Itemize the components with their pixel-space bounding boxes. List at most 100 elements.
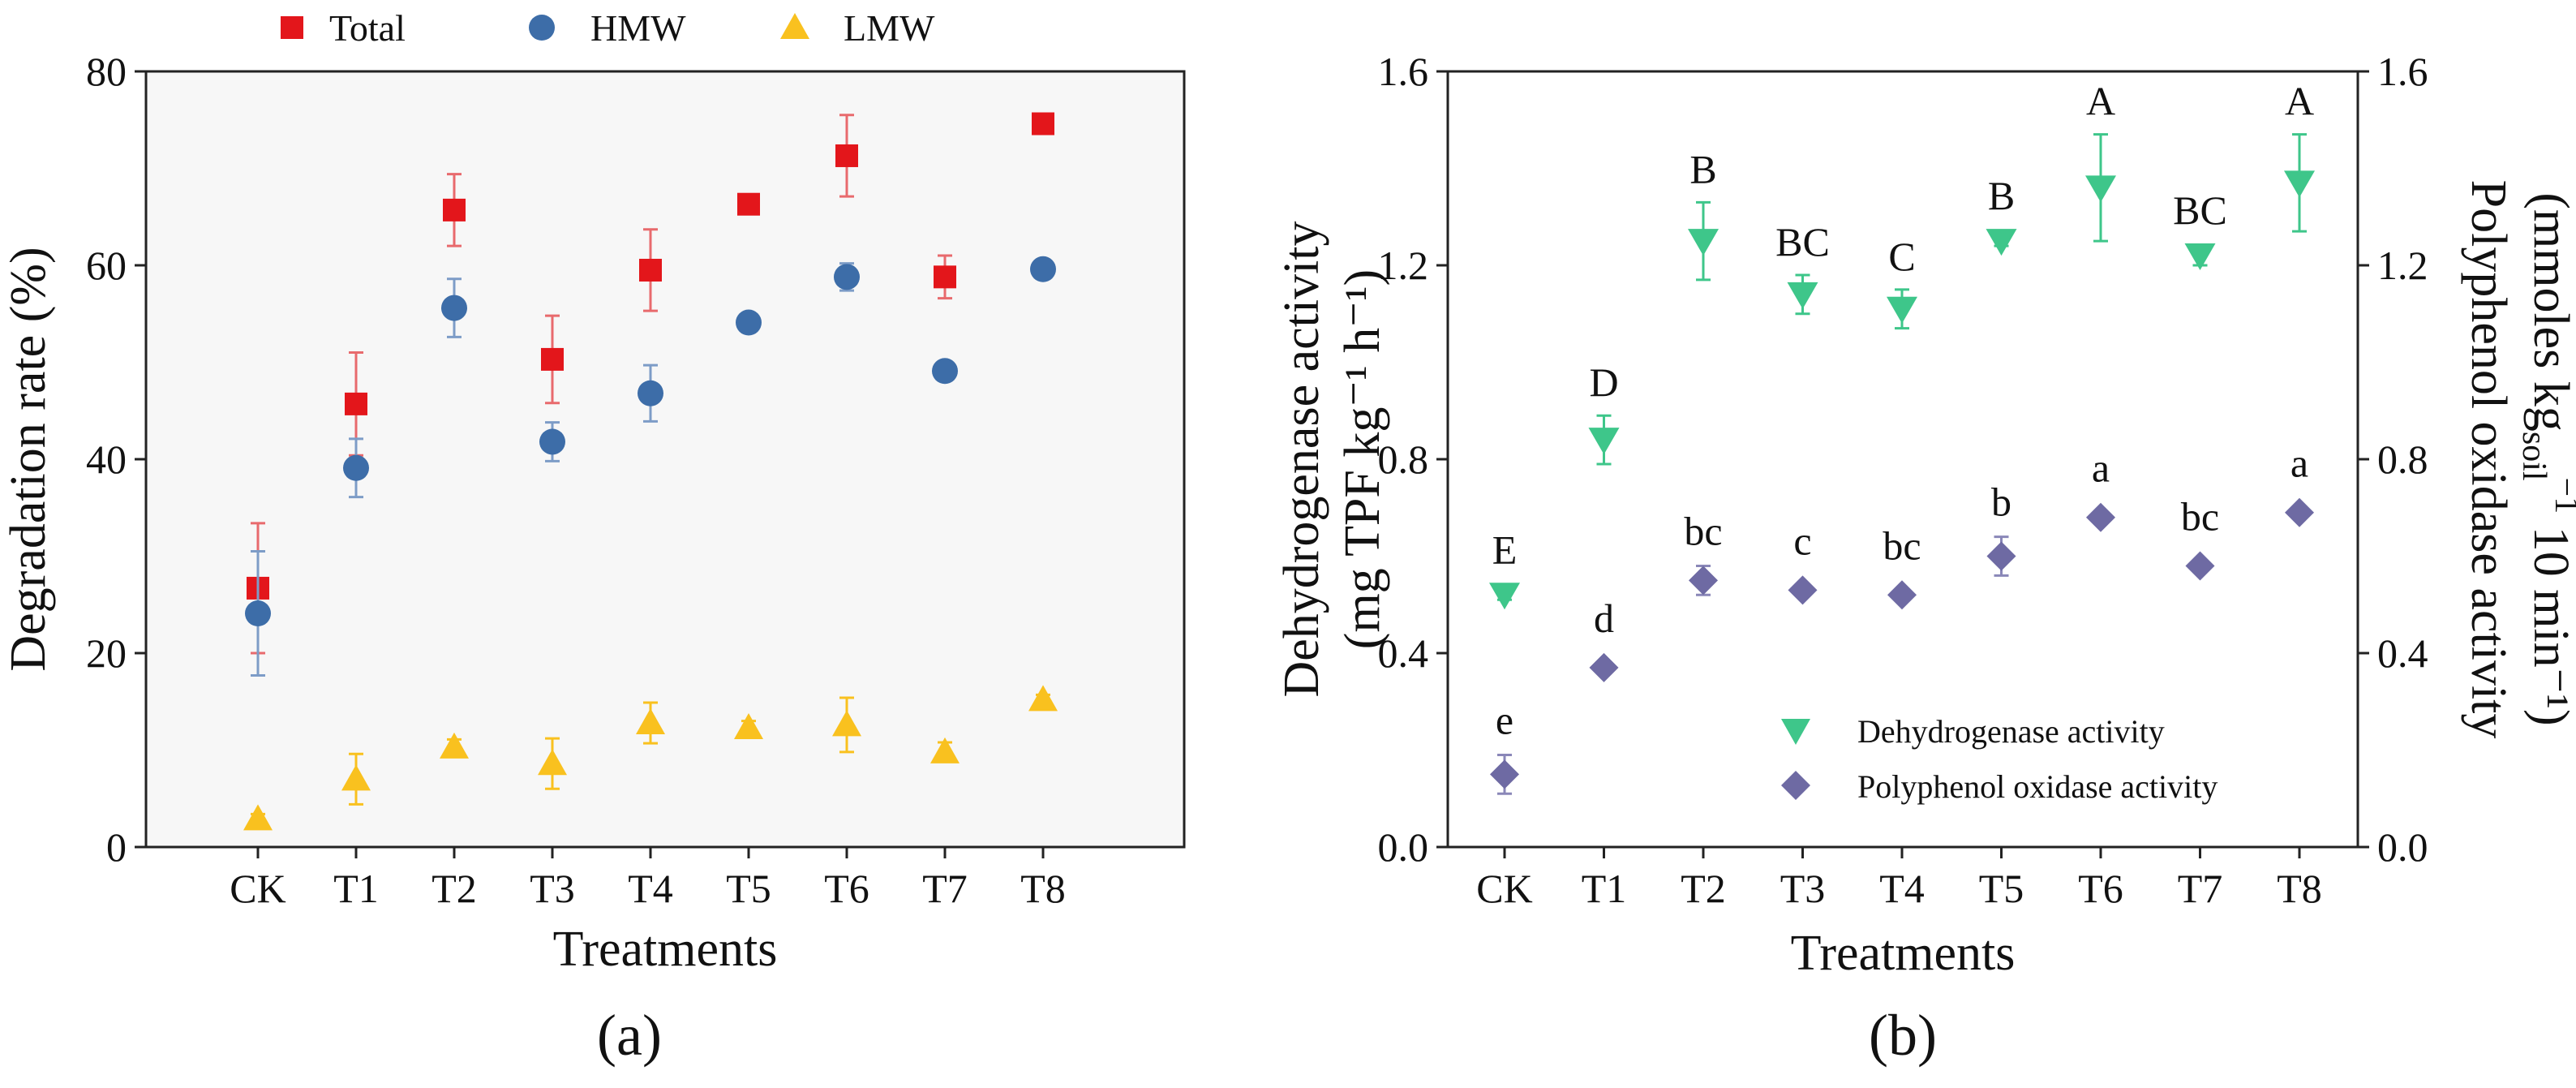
- panel-b-right-y-axis-title-line1: Polyphenol oxidase activity: [2461, 180, 2516, 739]
- panel-a-x-tick-label: T2: [431, 866, 477, 911]
- panel-b-x-axis-ticks: CK T1 T2 T3 T4 T5 T6 T7 T8: [1476, 847, 2322, 911]
- legend-dehydrogenase-label: Dehydrogenase activity: [1857, 713, 2165, 750]
- lmw-point: [930, 737, 960, 763]
- legend-item-total: Total: [281, 7, 406, 49]
- lmw-point: [832, 710, 861, 737]
- legend-dehydrogenase-triangle-marker: [1781, 719, 1810, 745]
- panel-b-left-y-tick-label: 1.2: [1378, 243, 1429, 288]
- panel-b-legend: Dehydrogenase activity Polyphenol oxidas…: [1781, 713, 2218, 805]
- hmw-point: [343, 454, 369, 481]
- series-polyphenol-oxidase-activity: e d bc c bc b a bc a: [1490, 441, 2314, 795]
- dehydrogenase-point: [1986, 229, 2017, 256]
- panel-b-right-y-tick-label: 0.8: [2377, 436, 2428, 482]
- legend-item-hmw: HMW: [529, 7, 686, 49]
- total-point: [639, 258, 662, 282]
- hmw-point: [834, 264, 860, 290]
- dehydrogenase-significance-label: A: [2086, 79, 2115, 124]
- legend-total-label: Total: [329, 7, 406, 49]
- panel-a-x-tick-label: T8: [1020, 866, 1066, 911]
- legend-total-square-marker: [281, 16, 303, 39]
- dehydrogenase-point: [1688, 229, 1719, 256]
- panel-b-x-tick-label: T8: [2277, 866, 2322, 911]
- dehydrogenase-significance-label: B: [1689, 146, 1716, 191]
- polyphenol-point: [1986, 541, 2016, 571]
- right-axis-unit-tail: 10 min⁻¹): [2523, 514, 2576, 725]
- panel-b-x-tick-label: CK: [1476, 866, 1532, 911]
- total-point: [443, 198, 466, 221]
- hmw-point: [441, 295, 467, 321]
- panel-b-x-tick-label: T5: [1979, 866, 2024, 911]
- series-dehydrogenase-activity: E D B BC C B A BC A: [1489, 79, 2315, 610]
- hmw-point: [638, 380, 663, 406]
- legend-polyphenol-diamond-marker: [1781, 771, 1810, 800]
- legend-hmw-label: HMW: [590, 7, 686, 49]
- total-point: [835, 144, 858, 167]
- panel-b-x-tick-label: T4: [1879, 866, 1925, 911]
- polyphenol-significance-label: a: [2092, 445, 2110, 491]
- polyphenol-significance-label: b: [1991, 479, 2011, 525]
- panel-b-x-tick-label: T3: [1780, 866, 1826, 911]
- panel-b-left-y-tick-label: 0.8: [1378, 436, 1429, 482]
- panel-a-x-axis-ticks: CK T1 T2 T3 T4 T5 T6 T7 T8: [230, 847, 1066, 911]
- polyphenol-significance-label: a: [2290, 441, 2308, 486]
- total-point: [1032, 112, 1054, 135]
- dehydrogenase-point: [1787, 282, 1818, 309]
- dehydrogenase-significance-label: BC: [2173, 187, 2227, 233]
- hmw-point: [245, 600, 271, 627]
- lmw-point: [341, 764, 371, 791]
- dehydrogenase-point: [1588, 428, 1620, 455]
- panel-a-plot-background: [146, 71, 1184, 847]
- total-point: [934, 265, 956, 289]
- panel-b-right-y-tick-label: 1.6: [2377, 49, 2428, 94]
- legend-lmw-label: LMW: [844, 7, 935, 49]
- panel-a-x-axis-title: Treatments: [553, 922, 778, 977]
- total-point: [737, 192, 760, 216]
- panel-a-y-tick-label: 40: [86, 436, 127, 482]
- lmw-point: [243, 804, 273, 831]
- legend-item-lmw: LMW: [780, 7, 935, 49]
- lmw-point: [734, 713, 763, 740]
- dehydrogenase-point: [2085, 175, 2116, 203]
- panel-a-y-tick-label: 60: [86, 243, 127, 288]
- hmw-point: [736, 309, 762, 336]
- panel-b-left-y-tick-label: 0.4: [1378, 630, 1429, 676]
- total-point: [345, 392, 367, 415]
- legend-item-polyphenol: Polyphenol oxidase activity: [1781, 768, 2218, 805]
- dehydrogenase-significance-label: D: [1589, 359, 1618, 405]
- panel-b-right-y-tick-label: 1.2: [2377, 243, 2428, 288]
- legend-item-dehydrogenase: Dehydrogenase activity: [1781, 713, 2165, 750]
- legend-polyphenol-label: Polyphenol oxidase activity: [1857, 768, 2218, 805]
- panel-b-x-tick-label: T2: [1681, 866, 1726, 911]
- panel-b-right-y-axis-ticks: 0.0 0.4 0.8 1.2 1.6: [2358, 49, 2428, 870]
- legend-hmw-circle-marker: [529, 15, 555, 41]
- hmw-point: [1030, 256, 1056, 282]
- dehydrogenase-point: [2284, 170, 2315, 198]
- panel-b-x-tick-label: T1: [1582, 866, 1627, 911]
- dehydrogenase-significance-label: BC: [1775, 219, 1830, 264]
- polyphenol-significance-label: bc: [1684, 508, 1722, 553]
- dehydrogenase-significance-label: C: [1888, 234, 1915, 279]
- lmw-point: [636, 708, 665, 735]
- lmw-point: [440, 732, 469, 759]
- dehydrogenase-significance-label: E: [1492, 527, 1518, 572]
- dehydrogenase-significance-label: A: [2285, 79, 2314, 124]
- panel-a-y-axis-title: Degradation rate (%): [1, 247, 56, 671]
- hmw-point: [539, 428, 565, 455]
- panel-a-y-tick-label: 0: [106, 824, 127, 870]
- polyphenol-significance-label: c: [1793, 518, 1811, 563]
- polyphenol-significance-label: bc: [1883, 522, 1921, 568]
- series-total: [247, 112, 1054, 655]
- panel-a-x-tick-label: CK: [230, 866, 286, 911]
- panel-b-left-y-axis-title-line1: Dehydrogenase activity: [1274, 221, 1329, 697]
- panel-a-x-tick-label: T7: [922, 866, 968, 911]
- panel-a-y-tick-label: 20: [86, 630, 127, 676]
- panel-b-chart: E D B BC C B A BC A e d bc c bc b a bc a 0.0 0.4 0.8 1.2 1.6…: [1274, 49, 2576, 1068]
- polyphenol-significance-label: d: [1594, 596, 1614, 641]
- lmw-point: [538, 749, 567, 776]
- panel-b-right-y-axis-title-line2: (mmoles kgsoil−1 10 min⁻¹): [2515, 192, 2576, 725]
- polyphenol-point: [1788, 575, 1818, 605]
- polyphenol-point: [1887, 580, 1917, 610]
- panel-a-x-tick-label: T5: [726, 866, 771, 911]
